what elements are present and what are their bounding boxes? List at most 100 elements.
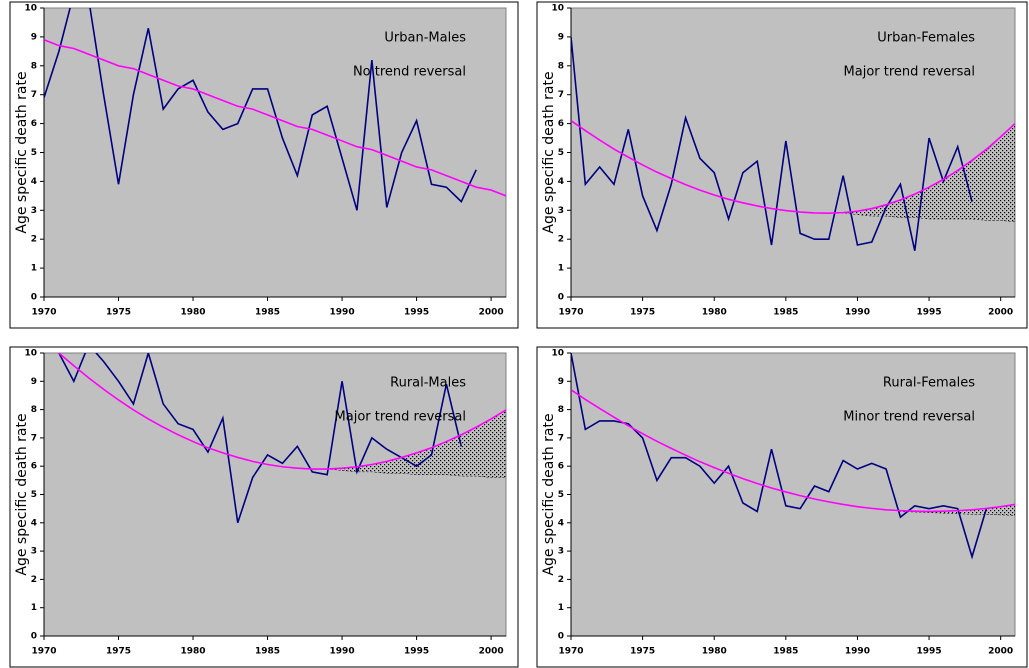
y-tick-label: 10	[551, 4, 564, 14]
y-tick-label: 2	[558, 235, 564, 245]
x-tick-label: 1995	[404, 647, 429, 657]
x-tick-label: 1970	[558, 647, 583, 657]
y-tick-label: 2	[31, 575, 37, 585]
panel-title: Urban-Females	[877, 31, 975, 46]
y-tick-label: 6	[558, 462, 564, 472]
x-tick-label: 2000	[479, 647, 504, 657]
data-line	[44, 8, 477, 211]
plot-area	[43, 352, 507, 637]
x-tick-label: 1985	[255, 647, 280, 657]
x-tick-label: 1975	[106, 308, 131, 318]
panel-subtitle: Minor trend reversal	[843, 410, 975, 425]
y-tick-label: 2	[558, 575, 564, 585]
y-tick-label: 0	[31, 632, 37, 642]
x-tick-label: 1975	[106, 647, 131, 657]
trend-line	[44, 39, 506, 197]
y-axis-label: Age specific death rate	[541, 71, 557, 233]
y-tick-label: 7	[558, 90, 564, 100]
y-tick-label: 1	[31, 264, 37, 274]
x-tick-label: 2000	[988, 308, 1013, 318]
x-tick-label: 1980	[181, 647, 206, 657]
y-tick-label: 9	[31, 377, 37, 387]
x-tick-label: 1975	[630, 647, 655, 657]
y-tick-label: 7	[558, 433, 564, 443]
y-tick-label: 6	[31, 119, 37, 129]
x-tick-label: 1990	[845, 308, 870, 318]
panel-title: Rural-Males	[390, 376, 466, 391]
y-tick-label: 3	[31, 547, 37, 557]
x-tick-label: 1985	[255, 308, 280, 318]
y-tick-label: 8	[558, 61, 564, 71]
y-tick-label: 9	[558, 377, 564, 387]
y-tick-label: 7	[31, 433, 37, 443]
x-tick-label: 2000	[988, 647, 1013, 657]
x-tick-label: 1985	[773, 647, 798, 657]
plot-content	[571, 353, 1015, 560]
y-tick-label: 9	[31, 32, 37, 42]
y-tick-label: 7	[31, 90, 37, 100]
x-tick-label: 2000	[479, 308, 504, 318]
y-tick-label: 4	[558, 518, 564, 528]
y-tick-label: 5	[558, 148, 564, 158]
y-axis-label: Age specific death rate	[14, 71, 30, 233]
y-tick-label: 3	[558, 206, 564, 216]
x-tick-label: 1970	[31, 647, 56, 657]
y-tick-label: 1	[558, 264, 564, 274]
x-tick-label: 1990	[330, 308, 355, 318]
panel: 0 1 2 3 4 5 6 7 8 9 10 1970 1975 1980 1985 1990 1995 2000…	[9, 1, 519, 329]
y-tick-label: 8	[558, 405, 564, 415]
x-tick-label: 1980	[702, 647, 727, 657]
trend-line	[57, 353, 506, 470]
x-tick-label: 1995	[917, 308, 942, 318]
panel-subtitle: Major trend reversal	[844, 65, 975, 80]
x-tick-label: 1990	[330, 647, 355, 657]
panel: 0 1 2 3 4 5 6 7 8 9 10 1970 1975 1980 1985 1990 1995 2000…	[536, 346, 1028, 668]
x-tick-label: 1980	[702, 308, 727, 318]
y-tick-label: 10	[551, 349, 564, 359]
y-tick-label: 5	[31, 148, 37, 158]
y-tick-label: 0	[31, 293, 37, 303]
y-axis-label: Age specific death rate	[14, 413, 30, 575]
y-tick-label: 6	[558, 119, 564, 129]
x-tick-label: 1975	[630, 308, 655, 318]
plot-area	[570, 7, 1016, 298]
x-tick-label: 1985	[773, 308, 798, 318]
y-tick-label: 0	[558, 632, 564, 642]
plot-area	[43, 7, 507, 298]
forecast-band	[900, 504, 1015, 516]
y-tick-label: 1	[558, 603, 564, 613]
panel-subtitle: Major trend reversal	[335, 410, 466, 425]
y-tick-label: 0	[558, 293, 564, 303]
y-tick-label: 4	[558, 177, 564, 187]
y-tick-label: 3	[31, 206, 37, 216]
panel-subtitle: No trend reversal	[353, 65, 466, 80]
panel-title: Rural-Females	[883, 376, 975, 391]
data-line	[571, 353, 988, 560]
plot-content	[44, 8, 506, 211]
x-tick-label: 1980	[181, 308, 206, 318]
y-tick-label: 4	[31, 177, 37, 187]
y-tick-label: 10	[24, 4, 37, 14]
panel: 0 1 2 3 4 5 6 7 8 9 10 1970 1975 1980 1985 1990 1995 2000…	[536, 1, 1028, 329]
x-tick-label: 1970	[558, 308, 583, 318]
trend-line	[571, 120, 1015, 214]
y-tick-label: 9	[558, 32, 564, 42]
x-tick-label: 1995	[404, 308, 429, 318]
y-axis-label: Age specific death rate	[541, 413, 557, 575]
y-tick-label: 4	[31, 518, 37, 528]
y-tick-label: 5	[31, 490, 37, 500]
trend-line	[571, 389, 1015, 513]
x-tick-label: 1990	[845, 647, 870, 657]
y-tick-label: 1	[31, 603, 37, 613]
y-tick-label: 10	[24, 349, 37, 359]
plot-content	[571, 36, 1015, 251]
y-tick-label: 3	[558, 547, 564, 557]
data-line	[571, 36, 973, 251]
panel-title: Urban-Males	[384, 31, 466, 46]
y-tick-label: 8	[31, 61, 37, 71]
x-tick-label: 1970	[31, 308, 56, 318]
data-line	[57, 353, 463, 524]
y-tick-label: 6	[31, 462, 37, 472]
plot-content	[57, 353, 506, 524]
